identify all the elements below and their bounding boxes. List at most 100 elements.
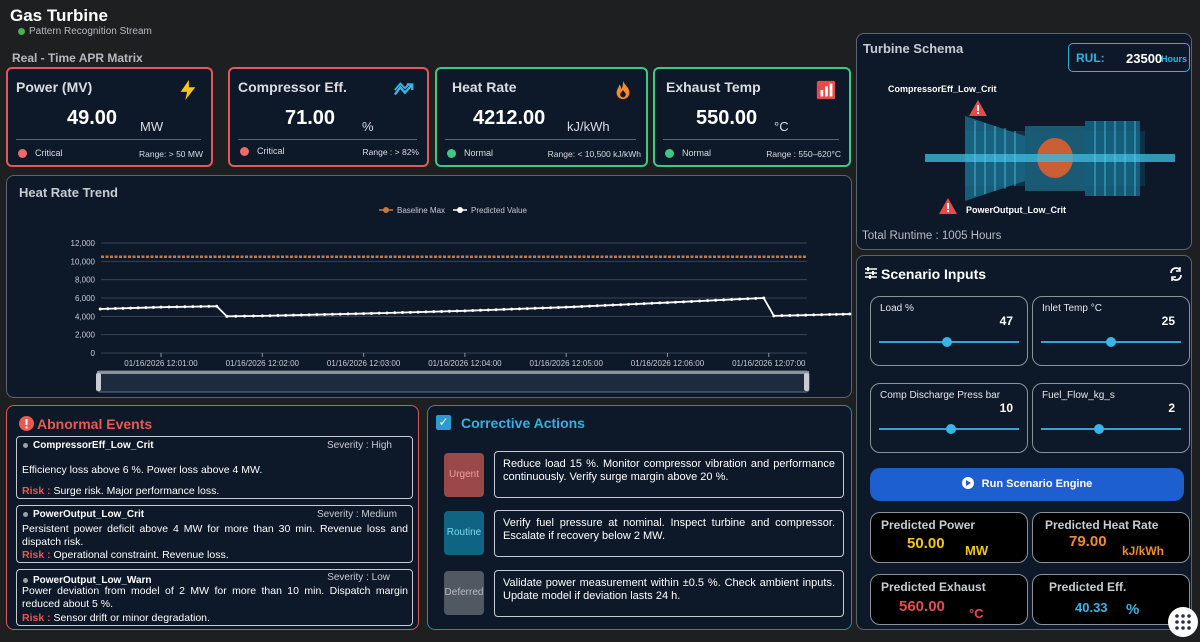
data-point — [369, 311, 373, 315]
input-label: Fuel_Flow_kg_s — [1042, 390, 1115, 401]
data-point — [136, 306, 140, 310]
section-label: Real - Time APR Matrix — [12, 51, 143, 65]
alert-compressor-eff: CompressorEff_Low_Crit — [888, 84, 997, 94]
slider-track[interactable] — [1041, 428, 1181, 430]
data-point — [225, 314, 229, 318]
data-point — [580, 304, 584, 308]
data-point — [762, 296, 766, 300]
live-status-dot — [18, 27, 25, 35]
abnormal-events-panel: Abnormal Events CompressorEff_Low_Crit S… — [6, 405, 419, 630]
data-point — [393, 311, 397, 315]
runtime-label: Total Runtime : — [862, 230, 939, 242]
slider-thumb[interactable] — [1106, 337, 1116, 347]
load-input[interactable]: Load % 47 — [870, 296, 1028, 366]
data-point — [167, 305, 171, 309]
pred-value: 40.33 — [1075, 600, 1108, 615]
pred-label: Predicted Eff. — [1049, 580, 1127, 594]
fuel-flow-input[interactable]: Fuel_Flow_kg_s 2 — [1032, 383, 1190, 453]
slider-thumb[interactable] — [942, 337, 952, 347]
data-point — [603, 303, 607, 307]
input-label: Comp Discharge Press bar — [880, 390, 1001, 401]
y-tick-label: 6,000 — [75, 294, 96, 303]
y-tick-label: 4,000 — [75, 312, 96, 321]
action-text[interactable]: Verify fuel pressure at nominal. Inspect… — [494, 510, 844, 557]
kpi-value: 49.00 — [67, 107, 118, 129]
event-item[interactable]: CompressorEff_Low_Crit Severity : High E… — [16, 436, 413, 499]
event-name: CompressorEff_Low_Crit — [23, 440, 154, 451]
data-point — [106, 307, 110, 311]
data-point — [627, 302, 631, 306]
inlet-temp-input[interactable]: Inlet Temp °C 25 — [1032, 296, 1190, 366]
data-point — [722, 298, 726, 302]
sliders-icon — [865, 267, 877, 279]
kpi-range: Range : > 82% — [362, 147, 419, 157]
trend-icon — [393, 82, 414, 96]
turbine-diagram — [925, 116, 1175, 201]
data-point — [848, 312, 852, 316]
data-point — [408, 310, 412, 314]
apps-grid-button[interactable] — [1168, 607, 1198, 637]
data-point — [690, 299, 694, 303]
action-text[interactable]: Validate power measurement within ±0.5 %… — [494, 570, 844, 617]
kpi-title: Power (MV) — [16, 79, 93, 95]
data-point — [276, 314, 280, 318]
data-point — [260, 314, 264, 318]
action-text[interactable]: Reduce load 15 %. Monitor compressor vib… — [494, 451, 844, 498]
warning-icon — [939, 198, 957, 214]
input-label: Load % — [880, 303, 914, 314]
kpi-status: Critical — [18, 148, 63, 159]
x-tick-label: 01/16/2026 12:05:00 — [529, 359, 603, 368]
runtime-value: 1005 — [941, 230, 968, 242]
data-point — [151, 305, 155, 309]
kpi-unit: °C — [774, 119, 789, 134]
run-scenario-button[interactable]: Run Scenario Engine — [870, 468, 1184, 501]
pred-unit: °C — [969, 606, 984, 621]
heat-rate-chart: 0 2,000 4,000 6,000 8,000 10,000 12,000 01/16/2… — [71, 206, 852, 393]
data-point — [588, 304, 592, 308]
app-subtitle: Pattern Recognition Stream — [18, 26, 152, 37]
slider-thumb[interactable] — [1094, 424, 1104, 434]
event-item[interactable]: PowerOutput_Low_Warn Severity : Low Powe… — [16, 569, 413, 626]
turbine-schema-panel: Turbine Schema RUL: 23500 Hours Compress… — [856, 33, 1192, 250]
event-item[interactable]: PowerOutput_Low_Crit Severity : Medium P… — [16, 505, 413, 563]
data-point — [502, 307, 506, 311]
input-value: 10 — [999, 401, 1013, 415]
zoom-slider-track — [96, 370, 810, 393]
data-point — [494, 308, 498, 312]
data-point — [666, 301, 669, 305]
zoom-handle-right — [804, 373, 809, 391]
tag-routine: Routine — [444, 511, 484, 555]
trend-title: Heat Rate Trend — [19, 185, 118, 200]
kpi-range: Range : 550–620°C — [766, 149, 841, 159]
data-point — [175, 305, 179, 309]
checkbox-icon: ✓ — [436, 415, 451, 430]
slider-thumb[interactable] — [946, 424, 956, 434]
flame-icon — [616, 80, 630, 100]
event-description: Persistent power deficit above 4 MW for … — [22, 523, 408, 548]
data-point — [595, 304, 599, 308]
kpi-value: 4212.00 — [473, 107, 546, 129]
data-point — [385, 311, 389, 315]
status-dot — [665, 149, 674, 159]
events-title: Abnormal Events — [37, 416, 153, 432]
data-point — [447, 309, 451, 313]
refresh-icon[interactable] — [1168, 266, 1184, 282]
kpi-title: Compressor Eff. — [238, 79, 347, 95]
data-point — [510, 307, 514, 311]
data-point — [541, 306, 545, 310]
rul-value: 23500 — [1126, 51, 1163, 66]
pred-label: Predicted Exhaust — [881, 580, 986, 594]
data-point — [330, 312, 334, 316]
data-point — [788, 313, 792, 317]
comp-discharge-press-input[interactable]: Comp Discharge Press bar 10 — [870, 383, 1028, 453]
tag-deferred: Deferred — [444, 571, 484, 615]
rul-label: RUL: — [1076, 51, 1105, 65]
grid-icon — [1175, 614, 1191, 630]
event-risk: Risk : Operational constraint. Revenue l… — [22, 549, 229, 561]
input-value: 25 — [1161, 314, 1175, 328]
subtitle-text: Pattern Recognition Stream — [29, 26, 152, 37]
status-text: Critical — [35, 148, 63, 158]
data-point — [556, 305, 560, 309]
predicted-heat-rate-card: Predicted Heat Rate 79.00 kJ/kWh — [1032, 512, 1190, 563]
pred-label: Predicted Heat Rate — [1045, 518, 1159, 532]
